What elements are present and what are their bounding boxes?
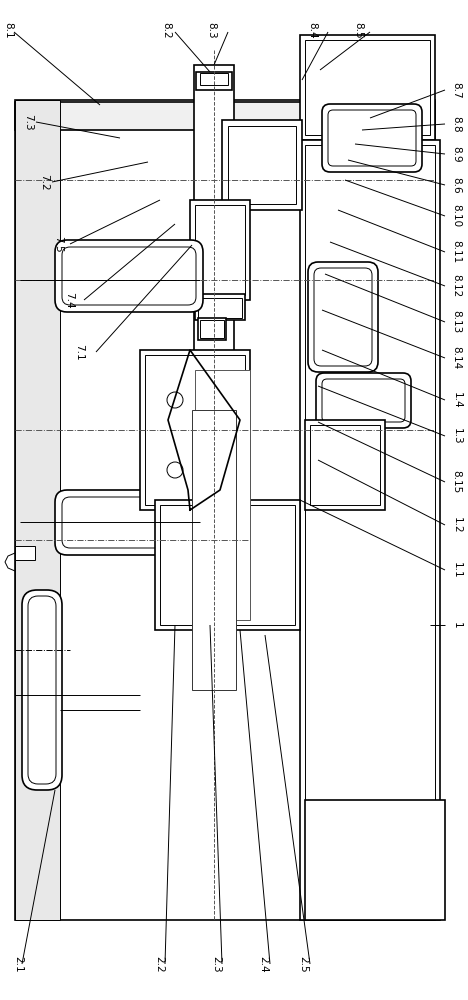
Text: 1.2: 1.2: [452, 517, 461, 533]
Bar: [310, 425, 380, 505]
Bar: [305, 145, 435, 915]
Text: 7.3: 7.3: [23, 114, 33, 130]
Text: 1.3: 1.3: [452, 428, 461, 444]
FancyBboxPatch shape: [62, 497, 196, 548]
Bar: [204, 75, 224, 395]
FancyBboxPatch shape: [22, 590, 62, 790]
FancyBboxPatch shape: [62, 247, 196, 305]
Bar: [305, 420, 385, 510]
Bar: [15, 100, 435, 920]
FancyBboxPatch shape: [322, 379, 405, 422]
Text: 8.3: 8.3: [206, 22, 217, 38]
Bar: [195, 205, 245, 295]
Bar: [300, 35, 435, 140]
Bar: [160, 505, 295, 625]
Text: 8.8: 8.8: [452, 116, 461, 132]
Text: 8.15: 8.15: [452, 470, 461, 494]
Text: 8.10: 8.10: [452, 204, 461, 228]
Bar: [200, 73, 228, 85]
Text: 8.1: 8.1: [3, 22, 14, 38]
Text: 8.4: 8.4: [307, 22, 318, 38]
Bar: [200, 320, 224, 338]
Text: 8.9: 8.9: [452, 146, 461, 162]
Text: 8.11: 8.11: [452, 240, 461, 264]
Text: 8.12: 8.12: [452, 274, 461, 298]
Text: 2.5: 2.5: [298, 956, 308, 972]
FancyBboxPatch shape: [28, 596, 56, 784]
FancyBboxPatch shape: [322, 104, 422, 172]
Text: 8.2: 8.2: [161, 22, 172, 38]
Text: 8.14: 8.14: [452, 346, 461, 370]
Text: 8.13: 8.13: [452, 310, 461, 334]
Text: 8.7: 8.7: [452, 82, 461, 98]
FancyBboxPatch shape: [308, 262, 378, 372]
Bar: [15, 102, 435, 130]
FancyBboxPatch shape: [314, 268, 372, 366]
Text: 7.2: 7.2: [39, 174, 50, 190]
Text: 1.1: 1.1: [452, 562, 461, 578]
Text: 2.1: 2.1: [14, 956, 24, 972]
Bar: [305, 800, 445, 920]
Text: 8.6: 8.6: [452, 177, 461, 193]
Bar: [195, 294, 245, 320]
Bar: [192, 410, 236, 690]
Bar: [15, 100, 60, 920]
Bar: [190, 200, 250, 300]
Bar: [155, 500, 300, 630]
FancyBboxPatch shape: [55, 240, 203, 312]
Bar: [145, 355, 245, 505]
Text: 7.4: 7.4: [64, 292, 74, 308]
Bar: [195, 370, 250, 620]
Bar: [228, 126, 296, 204]
Bar: [300, 140, 440, 920]
Text: 2.3: 2.3: [211, 956, 221, 972]
Bar: [140, 350, 250, 510]
Bar: [198, 318, 226, 340]
Bar: [198, 70, 230, 400]
Bar: [15, 546, 35, 560]
Text: 2.4: 2.4: [258, 956, 268, 972]
Bar: [194, 65, 234, 405]
Text: 1: 1: [452, 622, 461, 628]
Text: 2.2: 2.2: [154, 956, 164, 972]
Text: 8.5: 8.5: [353, 22, 363, 38]
FancyBboxPatch shape: [328, 110, 416, 166]
FancyBboxPatch shape: [55, 490, 203, 555]
Text: 1.4: 1.4: [452, 392, 461, 408]
Bar: [305, 40, 430, 135]
FancyBboxPatch shape: [316, 373, 411, 428]
Bar: [198, 298, 242, 318]
Bar: [196, 72, 232, 90]
Text: 7.1: 7.1: [74, 344, 85, 360]
Bar: [222, 120, 302, 210]
Text: 7.5: 7.5: [53, 236, 64, 252]
